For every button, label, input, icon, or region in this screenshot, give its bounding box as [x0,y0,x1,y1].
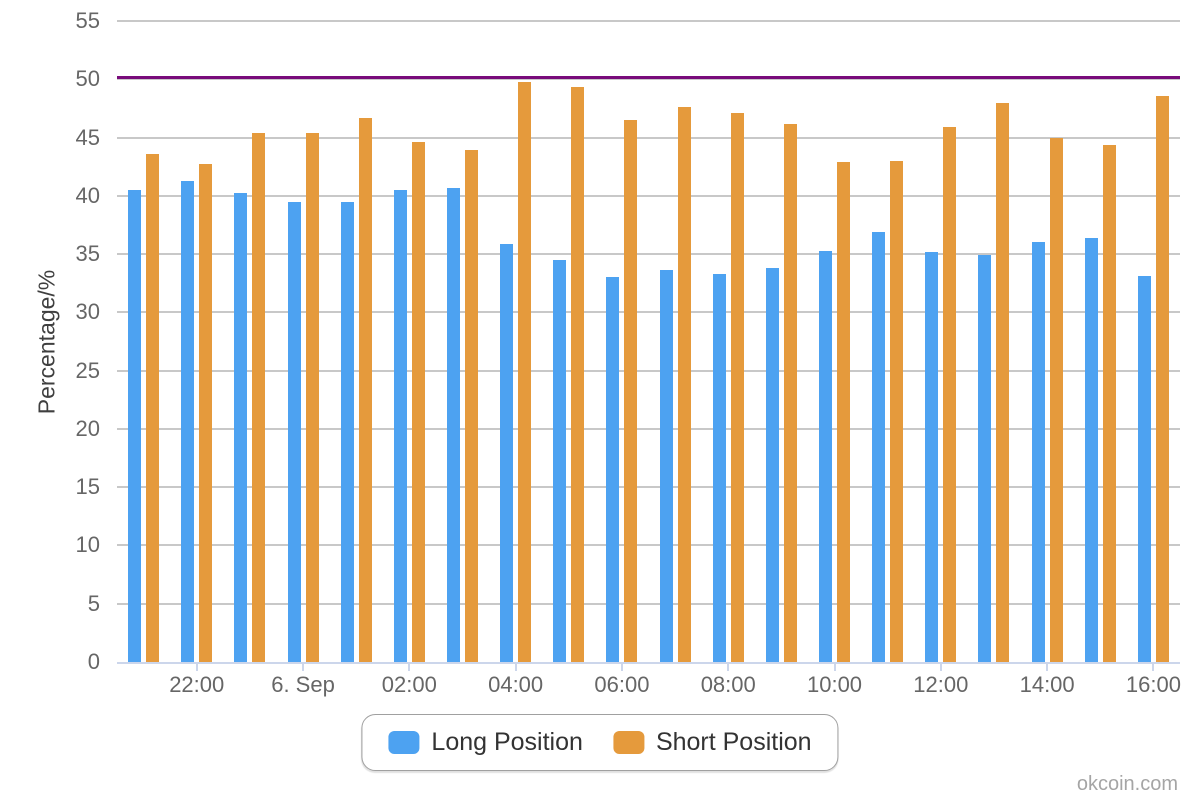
y-gridline [117,20,1180,22]
x-axis-tick [514,664,517,671]
bar-short[interactable] [252,132,266,662]
y-axis-tick-label: 30 [75,299,100,325]
bar-short[interactable] [1155,95,1169,662]
plotline-50 [117,76,1180,80]
y-axis-tick-label: 40 [75,182,100,208]
bar-short[interactable] [411,142,425,662]
x-axis-tick [195,664,198,671]
y-gridline [117,78,1180,81]
x-axis-tick [302,664,305,671]
legend-item-short-position[interactable]: Short Position [612,728,812,757]
y-axis-tick-label: 25 [75,357,100,383]
okcoin-watermark: okcoin.com [1076,773,1178,795]
bar-long[interactable] [925,251,939,662]
bar-long[interactable] [1137,276,1151,662]
bar-long[interactable] [1084,237,1098,662]
x-axis-tick-label: 02:00 [381,672,437,697]
bar-long[interactable] [340,201,354,662]
bar-long[interactable] [659,270,673,662]
x-axis-tick-label: 16:00 [1125,672,1181,697]
y-gridline [117,427,1180,430]
bar-short[interactable] [730,113,744,662]
y-axis-tick-label: 55 [75,8,100,33]
x-axis-tick [408,664,411,671]
bar-long[interactable] [712,273,726,662]
short-position-swatch-icon [612,731,644,754]
bar-long[interactable] [234,193,248,662]
y-gridline [117,253,1180,256]
x-axis-tick-label: 10:00 [806,672,863,697]
x-axis-tick [1152,664,1155,671]
bar-long[interactable] [287,201,301,662]
x-axis-tick-label: 12:00 [913,672,969,697]
x-axis-tick-label: 08:00 [700,672,756,697]
y-gridline [117,602,1180,605]
bar-short[interactable] [890,160,904,662]
bar-short[interactable] [305,132,319,662]
bar-long[interactable] [1031,242,1045,662]
bar-short[interactable] [677,107,691,662]
bar-short[interactable] [1102,144,1116,662]
x-axis-tick-label: 04:00 [488,672,544,697]
bar-short[interactable] [464,150,478,662]
x-axis-tick [939,664,942,671]
legend-item-long-position[interactable]: Long Position [388,728,583,757]
y-gridline [117,311,1180,314]
bar-long[interactable] [181,180,195,662]
bar-long[interactable] [393,189,407,662]
bar-long[interactable] [606,277,620,662]
x-axis-tick [727,664,730,671]
bar-long[interactable] [819,250,833,662]
bar-short[interactable] [837,162,851,662]
bar-short[interactable] [996,102,1010,662]
x-axis-tick-label: 6. Sep [271,672,335,697]
y-gridline [117,136,1180,139]
bar-short[interactable] [1049,137,1063,662]
y-axis-tick-label: 15 [75,474,100,500]
y-gridline [117,194,1180,197]
y-axis-title: Percentage/% [33,269,60,415]
bar-long[interactable] [765,268,779,662]
y-axis-tick-label: 35 [75,241,100,267]
bar-short[interactable] [943,127,957,662]
bar-long[interactable] [978,255,992,662]
y-axis-tick-label: 10 [75,532,100,558]
x-axis-tick [833,664,836,671]
bar-long[interactable] [500,243,514,662]
bar-short[interactable] [571,87,585,662]
bar-long[interactable] [553,259,567,662]
x-axis-line [117,662,1180,664]
bar-short[interactable] [783,123,797,662]
x-axis-tick [1046,664,1049,671]
y-axis-tick-label: 50 [75,66,100,92]
legend-label: Long Position [431,728,583,756]
long-position-swatch-icon [388,731,420,754]
y-axis-tick-label: 20 [75,415,100,441]
x-axis-tick [620,664,623,671]
y-axis-tick-label: 45 [75,124,100,150]
legend: Long Position Short Position [361,714,839,771]
bar-short[interactable] [146,153,160,662]
bar-short[interactable] [518,81,532,662]
y-gridline [117,544,1180,547]
x-axis-tick-label: 22:00 [169,672,225,697]
bar-short[interactable] [624,120,638,662]
bar-short[interactable] [199,164,213,662]
bar-long[interactable] [128,189,142,662]
x-axis-tick-label: 14:00 [1019,672,1075,697]
bar-long[interactable] [872,231,886,662]
bar-short[interactable] [358,117,372,662]
x-axis-tick-label: 06:00 [594,672,650,697]
bar-long[interactable] [446,187,460,662]
legend-label: Short Position [655,728,812,756]
y-gridline [117,486,1180,489]
y-axis-tick-label: 0 [87,649,100,674]
y-axis-tick-label: 5 [87,590,100,616]
y-gridline [117,369,1180,372]
